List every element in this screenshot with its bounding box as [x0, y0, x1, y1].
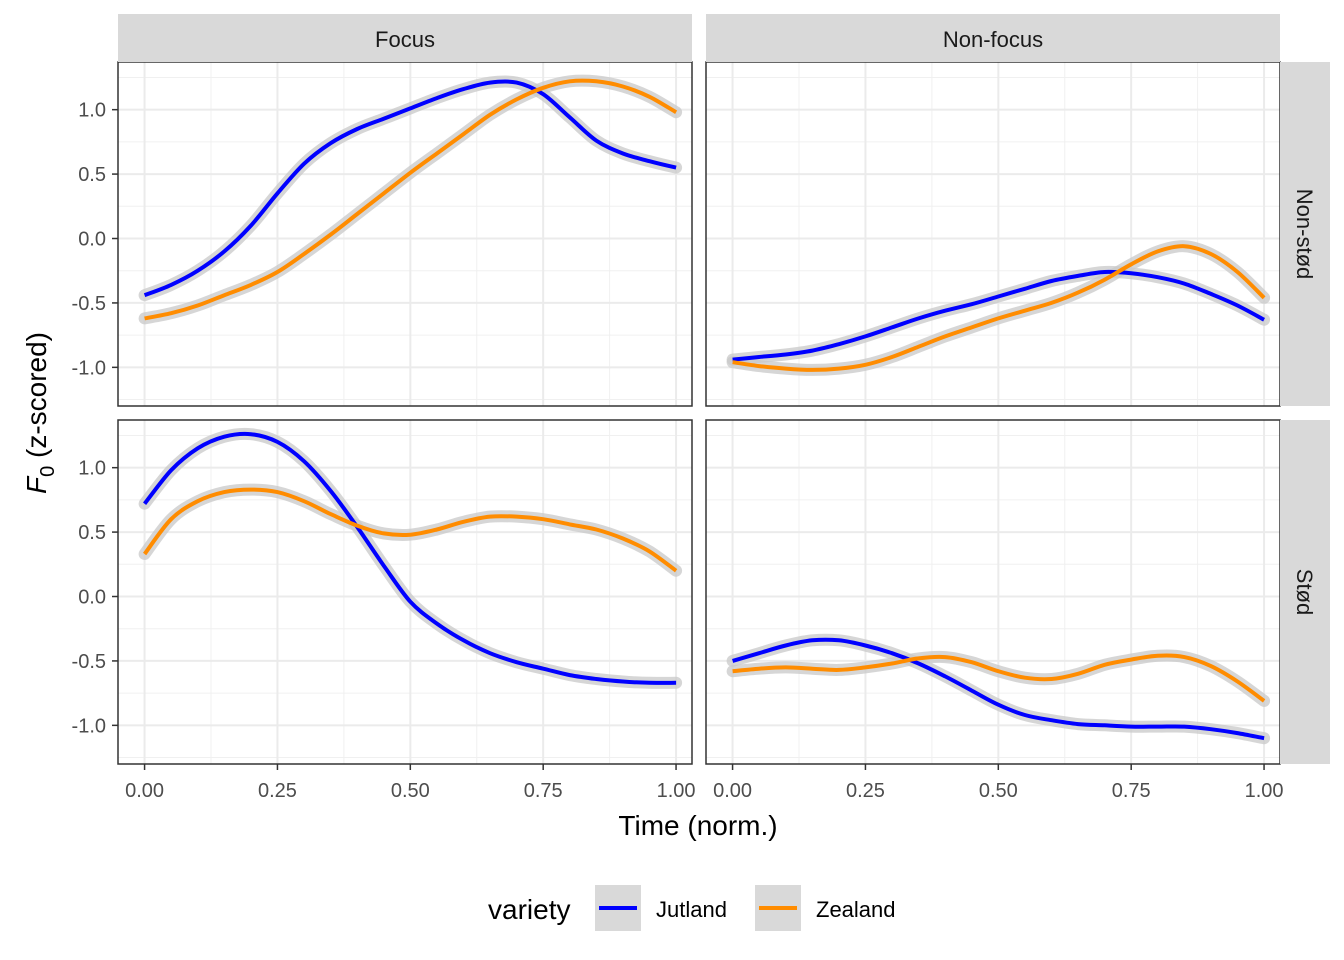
y-tick-label: 1.0 — [78, 100, 106, 122]
panel-non-stod-non-focus — [705, 61, 1281, 407]
y-tick-label: 0.0 — [78, 229, 106, 251]
legend: variety Jutland Zealand — [488, 885, 896, 931]
x-tick-label: 0.25 — [258, 780, 297, 802]
axes-layer: -1.0 -0.5 0.0 0.5 1.0 -1.0 -0.5 0.0 0.5 1.0 0.00 0.… — [72, 100, 1284, 802]
series-line-jutland — [143, 431, 677, 685]
legend-label-zealand: Zealand — [816, 897, 896, 922]
x-tick-label: 0.25 — [846, 780, 885, 802]
strip-non-focus — [706, 14, 1280, 62]
x-tick-label: 0.75 — [1112, 780, 1151, 802]
y-axis-title-rest: (z-scored) — [21, 332, 52, 466]
panel-stod-focus — [117, 419, 693, 765]
panel-stod-non-focus — [705, 419, 1281, 765]
y-tick-label: 0.5 — [78, 164, 106, 186]
y-tick-label: -0.5 — [72, 293, 106, 315]
strip-label-focus: Focus — [375, 27, 435, 52]
series-line-zealand — [732, 653, 1266, 703]
y-tick-label: 0.0 — [78, 587, 106, 609]
series-line-jutland — [732, 637, 1265, 741]
panel-stod-focus-border — [117, 419, 693, 765]
x-tick-label: 1.00 — [1245, 780, 1284, 802]
strip-label-non-stod: Non-stød — [1292, 189, 1317, 279]
strip-focus — [118, 14, 692, 62]
legend-title: variety — [488, 894, 570, 925]
x-tick-label: 0.00 — [125, 780, 164, 802]
panel-stod-non-focus-background — [706, 420, 1280, 764]
series-line-zealand — [142, 487, 678, 573]
y-tick-label: -1.0 — [72, 715, 106, 737]
strips-layer: Focus Non-focus Non-stød Stød — [118, 14, 1330, 764]
y-tick-label: 1.0 — [78, 458, 106, 480]
x-tick-label: 1.00 — [657, 780, 696, 802]
series-line-zealand — [144, 78, 678, 321]
x-tick-label: 0.00 — [713, 780, 752, 802]
y-tick-label: -1.0 — [72, 357, 106, 379]
x-tick-label: 0.50 — [979, 780, 1018, 802]
y-tick-label: 0.5 — [78, 522, 106, 544]
strip-label-stod: Stød — [1292, 569, 1317, 615]
series-line-jutland — [143, 79, 677, 298]
panel-non-stod-focus-background — [118, 62, 692, 406]
x-tick-label: 0.75 — [524, 780, 563, 802]
panel-non-stod-focus — [117, 61, 693, 407]
panels-layer — [117, 61, 1281, 765]
y-axis-title-main: F — [21, 475, 52, 494]
strip-label-non-focus: Non-focus — [943, 27, 1043, 52]
y-tick-label: -0.5 — [72, 651, 106, 673]
x-tick-label: 0.50 — [391, 780, 430, 802]
x-axis-title: Time (norm.) — [618, 810, 777, 841]
series-line-jutland — [732, 269, 1266, 362]
legend-label-jutland: Jutland — [656, 897, 727, 922]
y-axis-title: F0 (z-scored) — [21, 332, 59, 494]
strip-non-stod — [1280, 62, 1330, 406]
y-axis-title-subscript: 0 — [37, 466, 59, 477]
strip-stod — [1280, 420, 1330, 764]
series-line-zealand — [732, 244, 1266, 372]
